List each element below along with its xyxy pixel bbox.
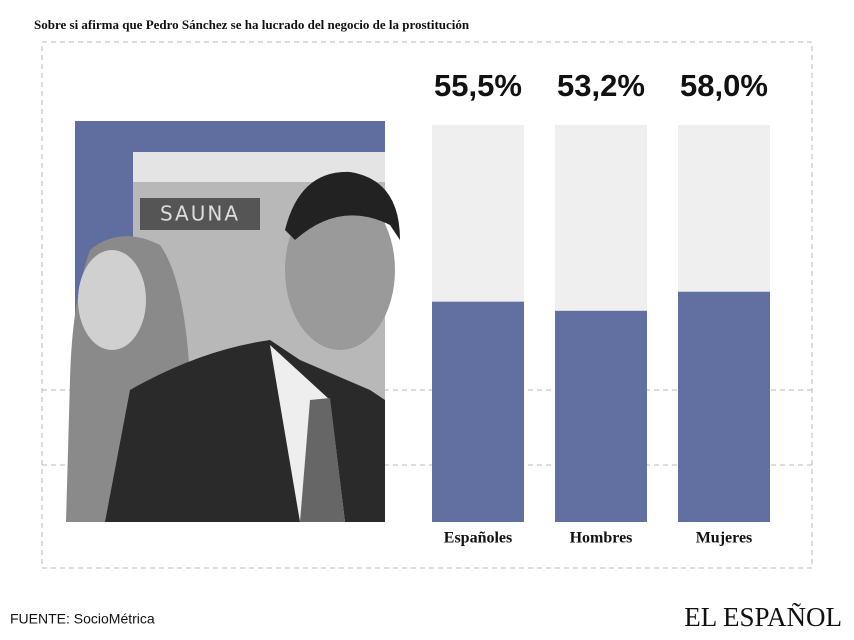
photo-face xyxy=(78,250,146,350)
bar xyxy=(555,310,647,522)
value-label: 55,5% xyxy=(434,68,522,103)
source: FUENTE: SocioMétrica xyxy=(10,611,155,627)
photo-tie xyxy=(300,398,345,522)
photo-sign xyxy=(140,198,260,230)
bar xyxy=(432,301,524,522)
logo: EL ESPAÑOL xyxy=(684,602,842,632)
x-tick-label: Hombres xyxy=(570,530,633,547)
photo-hair xyxy=(285,171,400,240)
photo-face xyxy=(285,190,395,350)
value-label: 58,0% xyxy=(680,68,768,103)
chart-title: Sobre si afirma que Pedro Sánchez se ha … xyxy=(34,17,470,32)
value-label: 53,2% xyxy=(557,68,645,103)
x-tick-label: Mujeres xyxy=(696,530,753,547)
x-tick-label: Españoles xyxy=(444,530,512,547)
photo-sign-text: SAUNA xyxy=(160,202,240,226)
photo: SAUNA xyxy=(66,121,400,522)
bar xyxy=(678,291,770,522)
